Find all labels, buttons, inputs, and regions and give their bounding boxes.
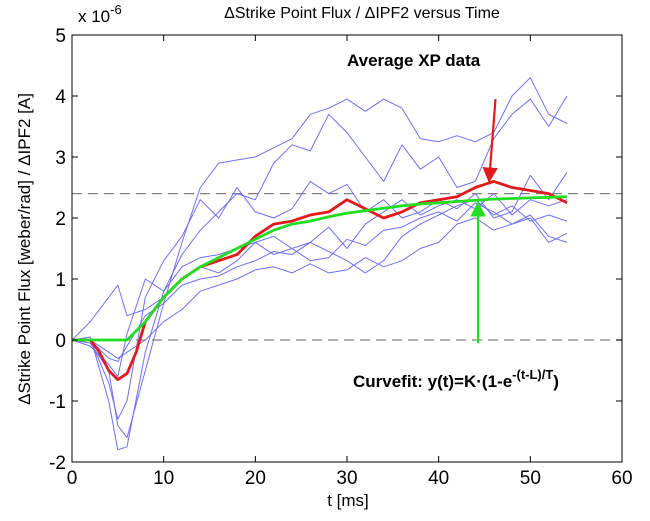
- x-tick-label: 60: [611, 468, 632, 489]
- shot-line-0: [71, 77, 568, 439]
- x-tick-label: 20: [245, 468, 266, 489]
- y-tick-label: 0: [55, 331, 66, 352]
- y-multiplier-exponent: -6: [110, 2, 122, 17]
- y-tick-label: 5: [55, 26, 66, 47]
- y-multiplier: x 10-6: [78, 2, 122, 26]
- chart-title: ΔStrike Point Flux / ΔIPF2 versus Time: [224, 5, 500, 22]
- arrow-layer: [470, 98, 498, 344]
- shot-line-5: [72, 214, 568, 359]
- x-tick-label: 10: [153, 468, 174, 489]
- average-xp-line: [72, 180, 568, 381]
- y-tick-label: -2: [49, 453, 66, 474]
- x-tick-label: 50: [520, 468, 541, 489]
- reference-lines: [72, 193, 622, 341]
- y-tick-label: 3: [55, 148, 66, 169]
- x-tick-label: 30: [336, 468, 357, 489]
- red-arrow: [482, 98, 498, 183]
- shot-line-1: [71, 95, 568, 451]
- shot-line-6: [72, 199, 568, 362]
- curvefit-label: Curvefit: y(t)=K·(1-e-(t-L)/T): [353, 367, 559, 391]
- y-tick-label: 2: [55, 209, 66, 230]
- y-tick-label: -1: [49, 392, 66, 413]
- y-tick-label: 4: [55, 87, 66, 108]
- average-label: Average XP data: [347, 51, 481, 70]
- curvefit-exponent: -(t-L)/T: [512, 367, 553, 382]
- x-tick-label: 0: [67, 468, 78, 489]
- x-tick-label: 40: [428, 468, 449, 489]
- curvefit-line: [72, 195, 568, 342]
- y-tick-label: 1: [55, 270, 66, 291]
- y-axis-title: ΔStrike Point Flux [weber/rad] / ΔIPF2 […: [15, 93, 34, 405]
- x-axis-title: t [ms]: [327, 491, 369, 510]
- curvefit-prefix: Curvefit: y(t)=K·(1-e: [353, 372, 512, 391]
- tick-layer: 0 10 20 30 40 50 60 -2 -1 0 1 2 3 4 5: [49, 26, 632, 489]
- curvefit-suffix: ): [553, 372, 559, 391]
- y-multiplier-base: x 10: [78, 7, 110, 26]
